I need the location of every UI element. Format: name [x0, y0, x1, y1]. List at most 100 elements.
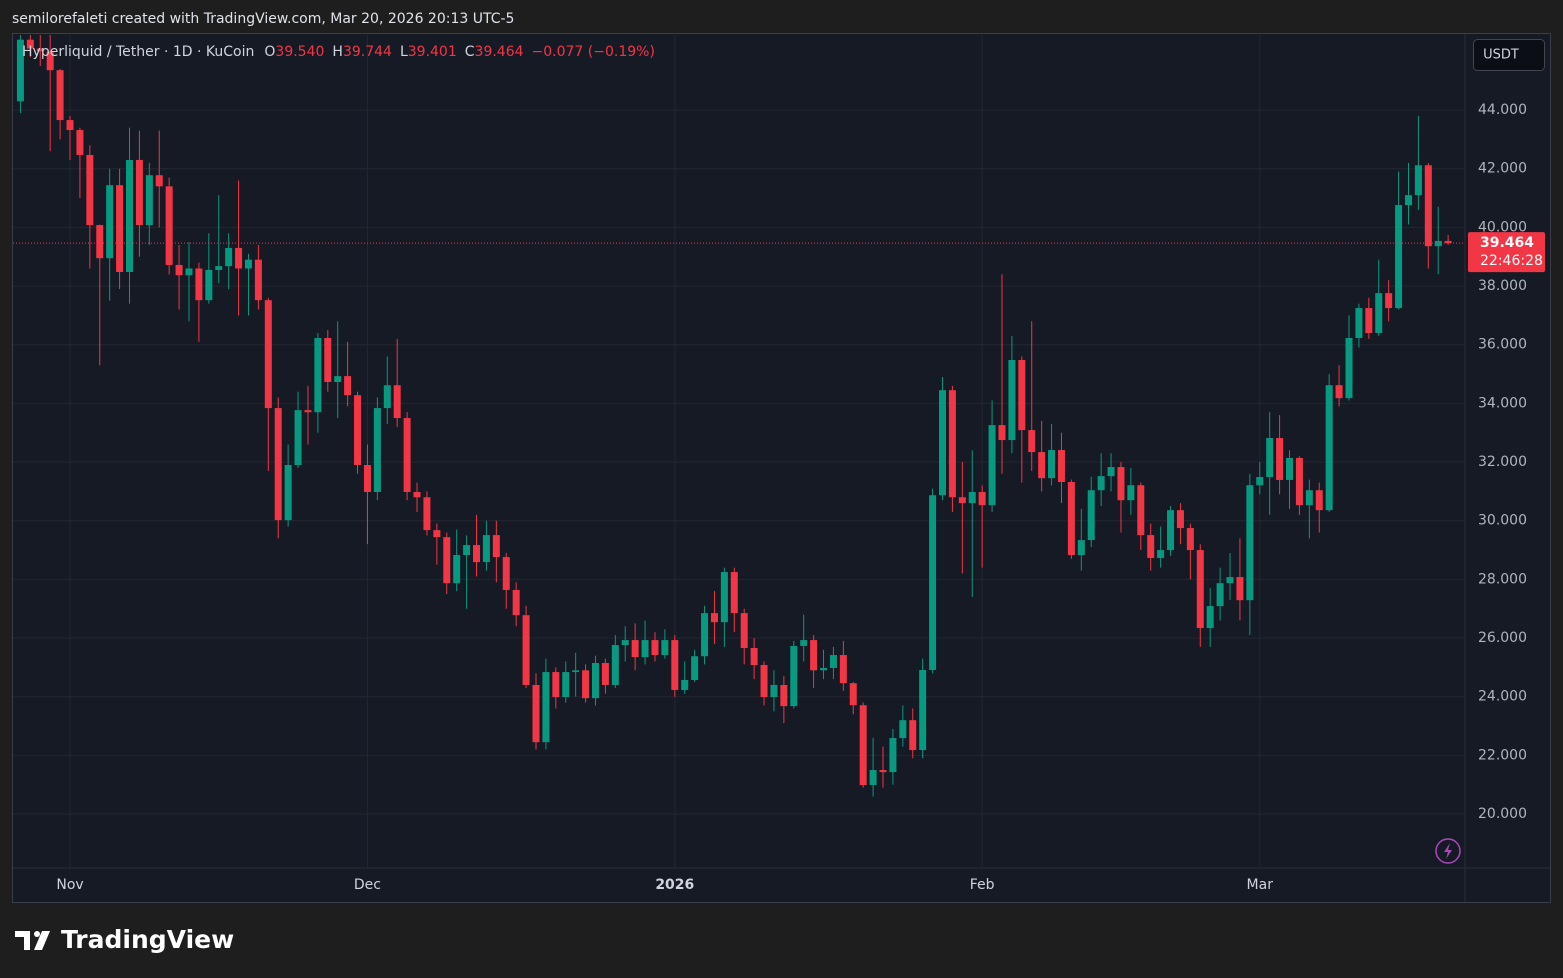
- candle-body: [909, 720, 917, 751]
- candle-body: [1375, 293, 1383, 334]
- candle-body: [701, 613, 709, 657]
- y-tick-label: 22.000: [1478, 747, 1527, 763]
- candle-body: [1157, 550, 1165, 558]
- candle-body: [16, 39, 24, 102]
- candle-body: [254, 259, 262, 301]
- candle-body: [433, 530, 441, 538]
- ohlc-value: 39.540: [275, 44, 325, 60]
- candle-body: [502, 557, 510, 590]
- candle-body: [988, 425, 996, 506]
- candle-body: [1206, 606, 1214, 629]
- currency-label[interactable]: USDT: [1483, 48, 1519, 63]
- lightning-button[interactable]: [1435, 838, 1461, 864]
- candle-body: [125, 159, 133, 272]
- candle-body: [473, 545, 481, 563]
- candle-body: [532, 684, 540, 743]
- candle-body: [36, 48, 44, 52]
- candle-body: [195, 268, 203, 301]
- candle-body: [443, 537, 451, 584]
- candle-body: [889, 738, 897, 773]
- candle-body: [453, 555, 461, 584]
- candle-body: [1097, 476, 1105, 491]
- change-value: −0.077 (−0.19%): [531, 44, 655, 60]
- candle-body: [116, 185, 124, 272]
- candle-body: [334, 376, 342, 382]
- candles: [13, 35, 1465, 797]
- candle-body: [998, 425, 1006, 441]
- candle-body: [1107, 467, 1115, 477]
- ohlc-key: O: [264, 44, 276, 60]
- candle-body: [552, 672, 560, 698]
- y-tick-label: 30.000: [1478, 513, 1527, 529]
- candle-body: [740, 613, 748, 649]
- candle-body: [1295, 457, 1303, 506]
- candle-body: [1365, 308, 1373, 334]
- candle-body: [1444, 240, 1452, 244]
- candle-body: [373, 408, 381, 492]
- candle-body: [691, 656, 699, 680]
- candle-body: [185, 268, 193, 276]
- y-tick-label: 38.000: [1478, 278, 1527, 294]
- candle-body: [1167, 510, 1175, 551]
- candle-body: [780, 684, 788, 707]
- ohlc-key: H: [332, 44, 343, 60]
- candle-body: [344, 376, 352, 396]
- candle-body: [750, 648, 758, 666]
- candle-body: [1404, 195, 1412, 206]
- candle-body: [1345, 337, 1353, 399]
- candle-body: [86, 154, 94, 226]
- candle-body: [710, 613, 718, 623]
- candle-body: [1147, 535, 1155, 558]
- candle-body: [135, 159, 143, 226]
- candle-body: [96, 225, 104, 259]
- candle-body: [760, 665, 768, 698]
- candle-body: [938, 390, 946, 496]
- candle-body: [591, 662, 599, 699]
- candle-body: [1355, 308, 1363, 338]
- candle-body: [829, 655, 837, 668]
- currency-button[interactable]: [1473, 39, 1545, 71]
- y-tick-label: 42.000: [1478, 161, 1527, 177]
- candle-body: [948, 390, 956, 498]
- last-price-box: [1468, 232, 1545, 273]
- candle-body: [839, 655, 847, 684]
- candle-body: [849, 683, 857, 706]
- countdown-label: 22:46:28: [1480, 253, 1543, 269]
- candle-body: [354, 395, 362, 465]
- ohlc-legend: Hyperliquid / Tether · 1D · KuCoin O39.54…: [22, 44, 663, 60]
- candle-body: [770, 684, 778, 698]
- ohlc-value: 39.744: [342, 44, 392, 60]
- candle-body: [978, 491, 986, 506]
- candle-body: [264, 300, 272, 409]
- candle-body: [1246, 485, 1254, 601]
- candle-body: [522, 615, 530, 685]
- x-tick-label: Nov: [56, 877, 83, 893]
- candle-body: [869, 770, 877, 785]
- candle-body: [482, 535, 490, 563]
- candle-body: [244, 259, 252, 269]
- candle-body: [106, 185, 114, 259]
- candle-body: [1127, 485, 1135, 501]
- x-tick-label: 2026: [655, 877, 694, 893]
- candle-body: [1335, 385, 1343, 399]
- candle-body: [671, 640, 679, 690]
- grid: [13, 35, 1465, 868]
- lightning-icon: [1444, 843, 1452, 859]
- candle-body: [641, 640, 649, 658]
- candle-body: [879, 770, 887, 773]
- candle-body: [1395, 205, 1403, 309]
- candle-body: [215, 266, 223, 270]
- candle-body: [76, 130, 84, 155]
- candle-body: [611, 645, 619, 685]
- candle-body: [562, 672, 570, 698]
- candle-body: [582, 670, 590, 699]
- candle-body: [1048, 450, 1056, 479]
- logo-icon-slash: [34, 931, 50, 950]
- candle-body: [968, 491, 976, 504]
- logo-text: TradingView: [61, 925, 234, 954]
- y-tick-label: 28.000: [1478, 571, 1527, 587]
- candle-body: [363, 464, 371, 492]
- candle-body: [1266, 438, 1274, 478]
- logo-icon-dot: [34, 931, 40, 937]
